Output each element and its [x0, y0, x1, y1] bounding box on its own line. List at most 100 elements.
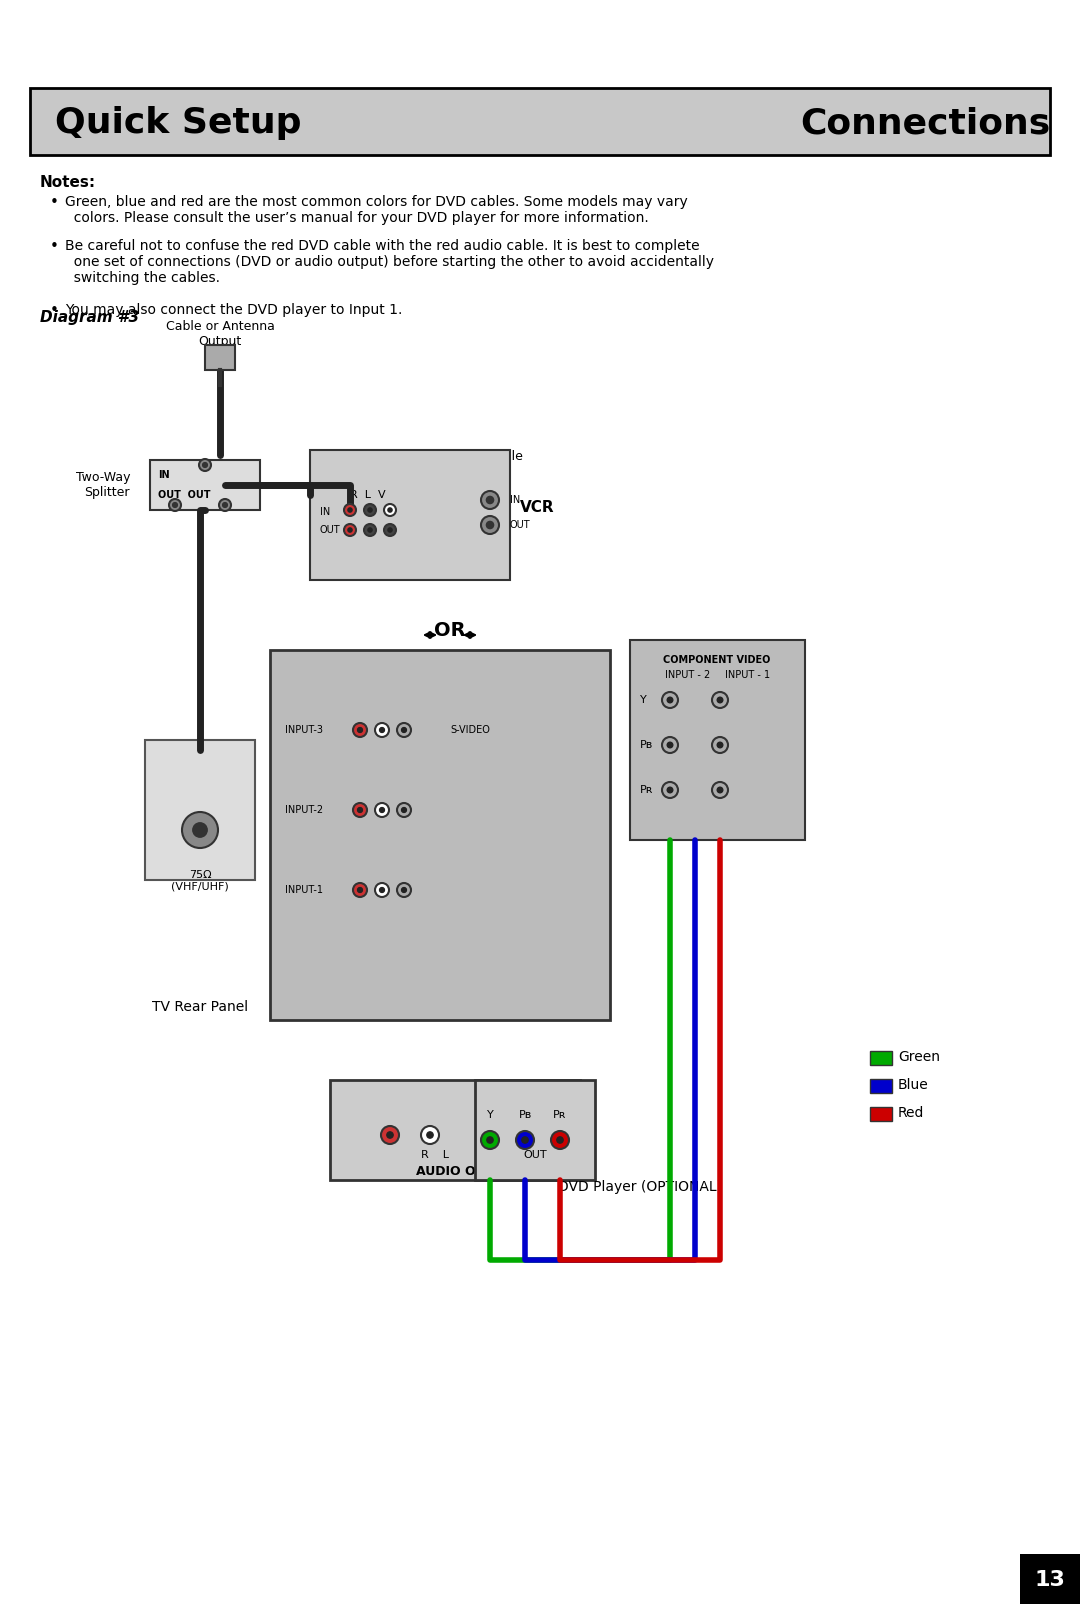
FancyBboxPatch shape	[30, 88, 1050, 156]
Circle shape	[219, 499, 231, 512]
Text: AUDIO OUT: AUDIO OUT	[416, 1165, 495, 1177]
FancyBboxPatch shape	[330, 1079, 580, 1181]
Text: Coaxial Cable: Coaxial Cable	[437, 451, 523, 464]
Circle shape	[717, 743, 723, 747]
Circle shape	[222, 502, 228, 507]
Circle shape	[402, 887, 406, 892]
Circle shape	[427, 1132, 433, 1139]
Circle shape	[384, 525, 396, 536]
Circle shape	[712, 691, 728, 707]
Circle shape	[397, 723, 411, 736]
Circle shape	[379, 887, 384, 892]
Circle shape	[381, 1126, 399, 1144]
Circle shape	[522, 1137, 528, 1144]
Circle shape	[717, 698, 723, 703]
Text: •: •	[50, 239, 59, 253]
Text: Green, blue and red are the most common colors for DVD cables. Some models may v: Green, blue and red are the most common …	[65, 196, 688, 225]
Circle shape	[357, 728, 363, 733]
Circle shape	[662, 691, 678, 707]
Circle shape	[717, 788, 723, 792]
Text: Pʙ: Pʙ	[640, 739, 653, 751]
Text: VCR: VCR	[519, 500, 555, 515]
Text: Quick Setup: Quick Setup	[55, 106, 301, 141]
Text: S-VIDEO: S-VIDEO	[450, 725, 490, 735]
Circle shape	[387, 1132, 393, 1139]
Text: OR: OR	[434, 621, 465, 640]
Circle shape	[375, 804, 389, 816]
Circle shape	[173, 502, 177, 507]
Circle shape	[397, 804, 411, 816]
Text: Be careful not to confuse the red DVD cable with the red audio cable. It is best: Be careful not to confuse the red DVD ca…	[65, 239, 714, 286]
Text: INPUT-2: INPUT-2	[285, 805, 323, 815]
Bar	[870, 1107, 892, 1121]
Circle shape	[662, 736, 678, 752]
Bar	[870, 1051, 892, 1065]
Circle shape	[481, 491, 499, 508]
Circle shape	[388, 508, 392, 512]
Circle shape	[662, 783, 678, 799]
Text: Notes:: Notes:	[40, 175, 96, 189]
Text: Green: Green	[897, 1051, 940, 1063]
Circle shape	[402, 728, 406, 733]
Text: COMPONENT VIDEO: COMPONENT VIDEO	[663, 654, 771, 666]
Circle shape	[667, 698, 673, 703]
Text: Pʀ: Pʀ	[553, 1110, 567, 1120]
Text: INPUT - 1: INPUT - 1	[725, 670, 770, 680]
Text: INPUT-1: INPUT-1	[285, 885, 323, 895]
Text: INPUT - 2: INPUT - 2	[665, 670, 711, 680]
Circle shape	[486, 521, 494, 529]
Circle shape	[183, 812, 218, 849]
Circle shape	[353, 882, 367, 897]
Text: OUT: OUT	[510, 520, 530, 529]
Circle shape	[348, 528, 352, 533]
Text: R  L  V: R L V	[350, 489, 386, 500]
Text: Cable or Antenna
Output: Cable or Antenna Output	[165, 321, 274, 348]
Text: •: •	[50, 196, 59, 210]
Text: IN: IN	[320, 507, 330, 516]
Circle shape	[557, 1137, 563, 1144]
Circle shape	[345, 504, 356, 516]
Circle shape	[368, 528, 373, 533]
Circle shape	[486, 496, 494, 504]
Bar	[205, 345, 235, 371]
Circle shape	[364, 525, 376, 536]
Text: Y: Y	[487, 1110, 494, 1120]
Circle shape	[357, 807, 363, 813]
Text: Blue: Blue	[897, 1078, 929, 1092]
Circle shape	[168, 499, 181, 512]
Text: Two-Way
Splitter: Two-Way Splitter	[76, 472, 130, 499]
Circle shape	[353, 723, 367, 736]
Circle shape	[402, 807, 406, 813]
Circle shape	[712, 783, 728, 799]
Circle shape	[551, 1131, 569, 1148]
FancyBboxPatch shape	[475, 1079, 595, 1181]
Circle shape	[397, 882, 411, 897]
Text: IN: IN	[158, 470, 170, 480]
FancyBboxPatch shape	[630, 640, 805, 840]
FancyBboxPatch shape	[145, 739, 255, 881]
Text: •: •	[50, 303, 59, 318]
Circle shape	[203, 462, 207, 467]
Text: DVD Player (OPTIONAL): DVD Player (OPTIONAL)	[558, 1181, 723, 1193]
Text: TV Rear Panel: TV Rear Panel	[152, 999, 248, 1014]
Text: You may also connect the DVD player to Input 1.: You may also connect the DVD player to I…	[65, 303, 403, 318]
Text: INPUT-3: INPUT-3	[285, 725, 323, 735]
Circle shape	[348, 508, 352, 512]
FancyBboxPatch shape	[270, 650, 610, 1020]
Text: Diagram #3: Diagram #3	[40, 310, 139, 326]
Text: R    L: R L	[421, 1150, 449, 1160]
Circle shape	[353, 804, 367, 816]
Circle shape	[375, 723, 389, 736]
Circle shape	[364, 504, 376, 516]
Circle shape	[667, 788, 673, 792]
Circle shape	[368, 508, 373, 512]
Circle shape	[388, 528, 392, 533]
Circle shape	[421, 1126, 438, 1144]
Circle shape	[712, 736, 728, 752]
Circle shape	[487, 1137, 494, 1144]
Bar	[1020, 1554, 1080, 1604]
Text: Pʀ: Pʀ	[640, 784, 653, 796]
Circle shape	[481, 516, 499, 534]
Text: OUT: OUT	[320, 525, 340, 536]
Circle shape	[345, 525, 356, 536]
